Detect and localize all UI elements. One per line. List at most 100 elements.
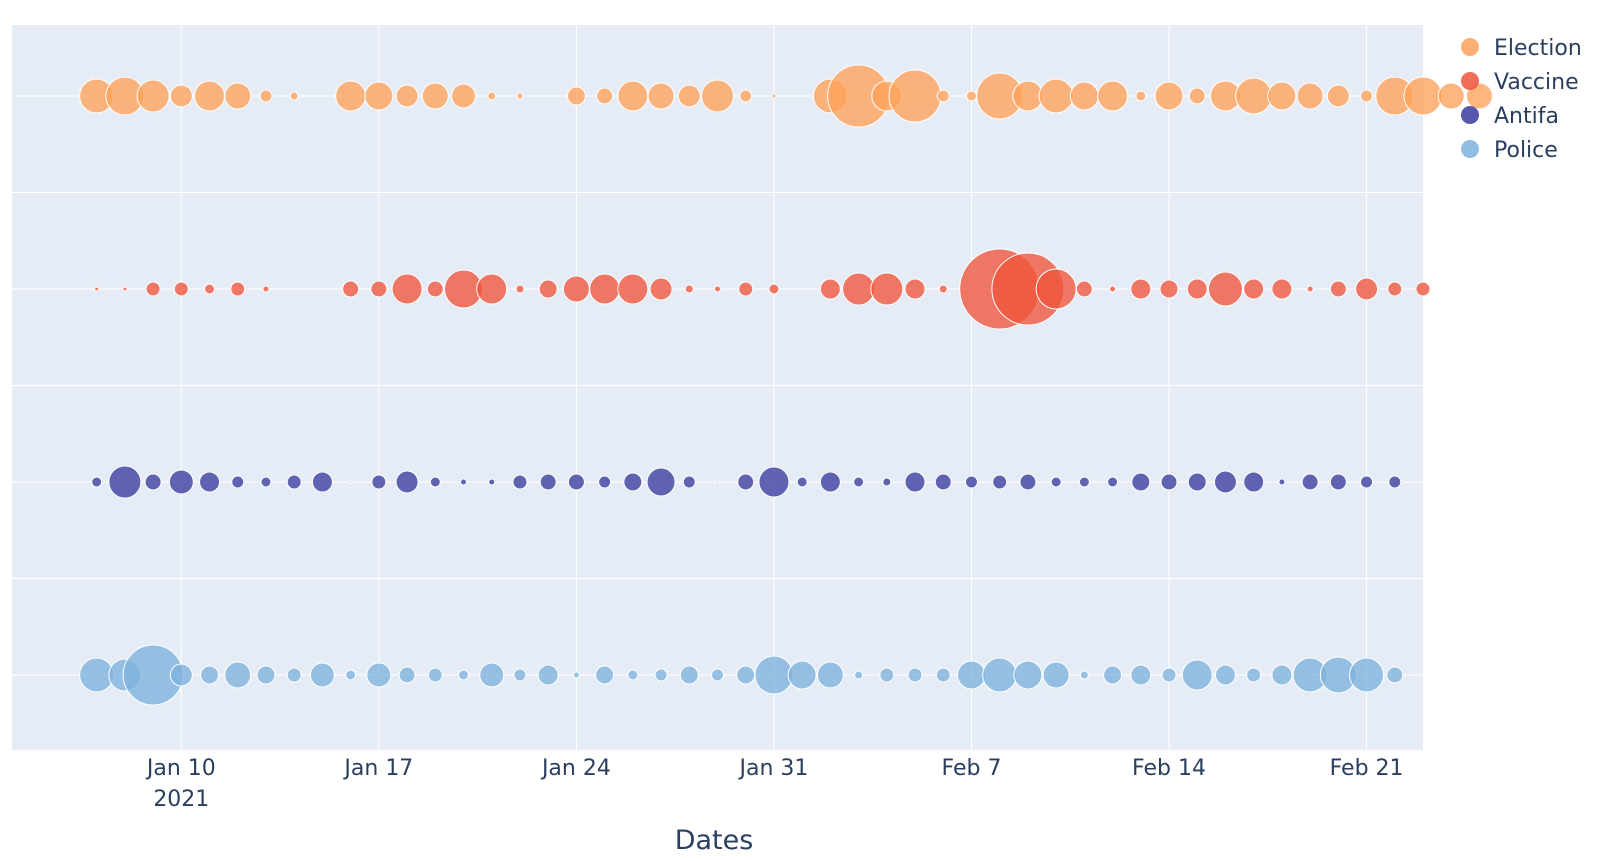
police-bubble[interactable] [1214,664,1236,686]
election-bubble[interactable] [516,92,524,100]
antifa-bubble[interactable] [231,475,245,489]
antifa-bubble[interactable] [567,473,585,491]
police-bubble[interactable] [1079,670,1089,680]
vaccine-bubble[interactable] [391,273,423,305]
antifa-bubble[interactable] [1213,470,1237,494]
police-bubble[interactable] [1386,666,1404,684]
antifa-bubble[interactable] [168,469,194,495]
election-bubble[interactable] [194,80,226,112]
antifa-bubble[interactable] [819,471,841,493]
election-bubble[interactable] [1135,90,1147,102]
antifa-bubble[interactable] [539,473,557,491]
election-bubble[interactable] [1437,82,1465,110]
legend[interactable]: Election Vaccine Antifa Police [1461,36,1582,163]
election-bubble[interactable] [451,83,477,109]
vaccine-bubble[interactable] [819,278,841,300]
antifa-bubble[interactable] [371,474,387,490]
antifa-bubble[interactable] [108,465,142,499]
antifa-bubble[interactable] [1107,476,1119,488]
election-bubble[interactable] [888,69,942,123]
vaccine-bubble[interactable] [1035,268,1077,310]
police-bubble[interactable] [1042,661,1070,689]
vaccine-bubble[interactable] [649,277,673,301]
vaccine-bubble[interactable] [1306,285,1314,293]
election-bubble[interactable] [677,84,701,108]
vaccine-bubble[interactable] [1109,285,1117,293]
election-bubble[interactable] [566,86,586,106]
antifa-bubble[interactable] [1050,476,1062,488]
legend-item-police[interactable]: Police [1461,138,1558,163]
election-bubble[interactable] [421,82,449,110]
election-bubble[interactable] [1188,87,1206,105]
election-bubble[interactable] [936,89,950,103]
vaccine-bubble[interactable] [684,284,694,294]
police-bubble[interactable] [256,665,276,685]
election-bubble[interactable] [169,84,193,108]
antifa-bubble[interactable] [91,476,103,488]
police-bubble[interactable] [1130,664,1152,686]
election-bubble[interactable] [364,81,394,111]
antifa-bubble[interactable] [992,474,1008,490]
antifa-bubble[interactable] [623,472,643,492]
election-bubble[interactable] [335,80,367,112]
vaccine-bubble[interactable] [173,281,189,297]
antifa-bubble[interactable] [1019,473,1037,491]
antifa-bubble[interactable] [1301,473,1319,491]
election-bubble[interactable] [647,82,675,110]
antifa-bubble[interactable] [395,470,419,494]
police-bubble[interactable] [427,667,443,683]
antifa-bubble[interactable] [737,473,755,491]
vaccine-bubble[interactable] [1415,281,1431,297]
police-bubble[interactable] [711,668,724,682]
police-bubble[interactable] [907,667,923,683]
vaccine-bubble[interactable] [1130,278,1152,300]
antifa-bubble[interactable] [796,476,808,488]
election-bubble[interactable] [1038,78,1074,114]
antifa-bubble[interactable] [429,476,441,488]
police-bubble[interactable] [854,670,864,680]
police-bubble[interactable] [1013,660,1043,690]
vaccine-bubble[interactable] [842,272,876,306]
police-bubble[interactable] [458,669,470,681]
antifa-bubble[interactable] [646,467,676,497]
vaccine-bubble[interactable] [426,280,444,298]
vaccine-bubble[interactable] [476,273,508,305]
vaccine-bubble[interactable] [617,273,649,305]
election-bubble[interactable] [1296,82,1324,110]
vaccine-bubble[interactable] [370,280,388,298]
police-bubble[interactable] [1271,664,1293,686]
legend-item-vaccine[interactable]: Vaccine [1461,70,1579,95]
election-bubble[interactable] [1267,81,1297,111]
police-bubble[interactable] [1246,667,1262,683]
police-bubble[interactable] [366,662,392,688]
antifa-bubble[interactable] [1160,473,1178,491]
police-bubble[interactable] [169,663,193,687]
police-bubble[interactable] [398,666,416,684]
police-bubble[interactable] [1103,665,1123,685]
election-bubble[interactable] [739,89,753,103]
vaccine-bubble[interactable] [738,281,754,297]
antifa-bubble[interactable] [1131,472,1151,492]
vaccine-bubble[interactable] [1271,278,1293,300]
vaccine-bubble[interactable] [230,281,246,297]
vaccine-bubble[interactable] [904,278,926,300]
vaccine-bubble[interactable] [870,272,904,306]
antifa-bubble[interactable] [1078,476,1090,488]
antifa-bubble[interactable] [488,478,496,486]
antifa-bubble[interactable] [904,471,926,493]
vaccine-bubble[interactable] [714,285,721,293]
vaccine-bubble[interactable] [1355,277,1379,301]
election-bubble[interactable] [289,91,299,101]
antifa-bubble[interactable] [1243,471,1265,493]
antifa-bubble[interactable] [853,476,865,488]
antifa-bubble[interactable] [758,466,790,498]
police-bubble[interactable] [513,668,527,682]
police-bubble[interactable] [754,655,794,695]
legend-item-election[interactable]: Election [1461,36,1582,61]
vaccine-bubble[interactable] [1243,278,1265,300]
vaccine-bubble[interactable] [1186,278,1208,300]
vaccine-bubble[interactable] [1329,280,1347,298]
vaccine-bubble[interactable] [515,284,525,294]
antifa-bubble[interactable] [716,480,719,484]
antifa-bubble[interactable] [882,477,892,487]
